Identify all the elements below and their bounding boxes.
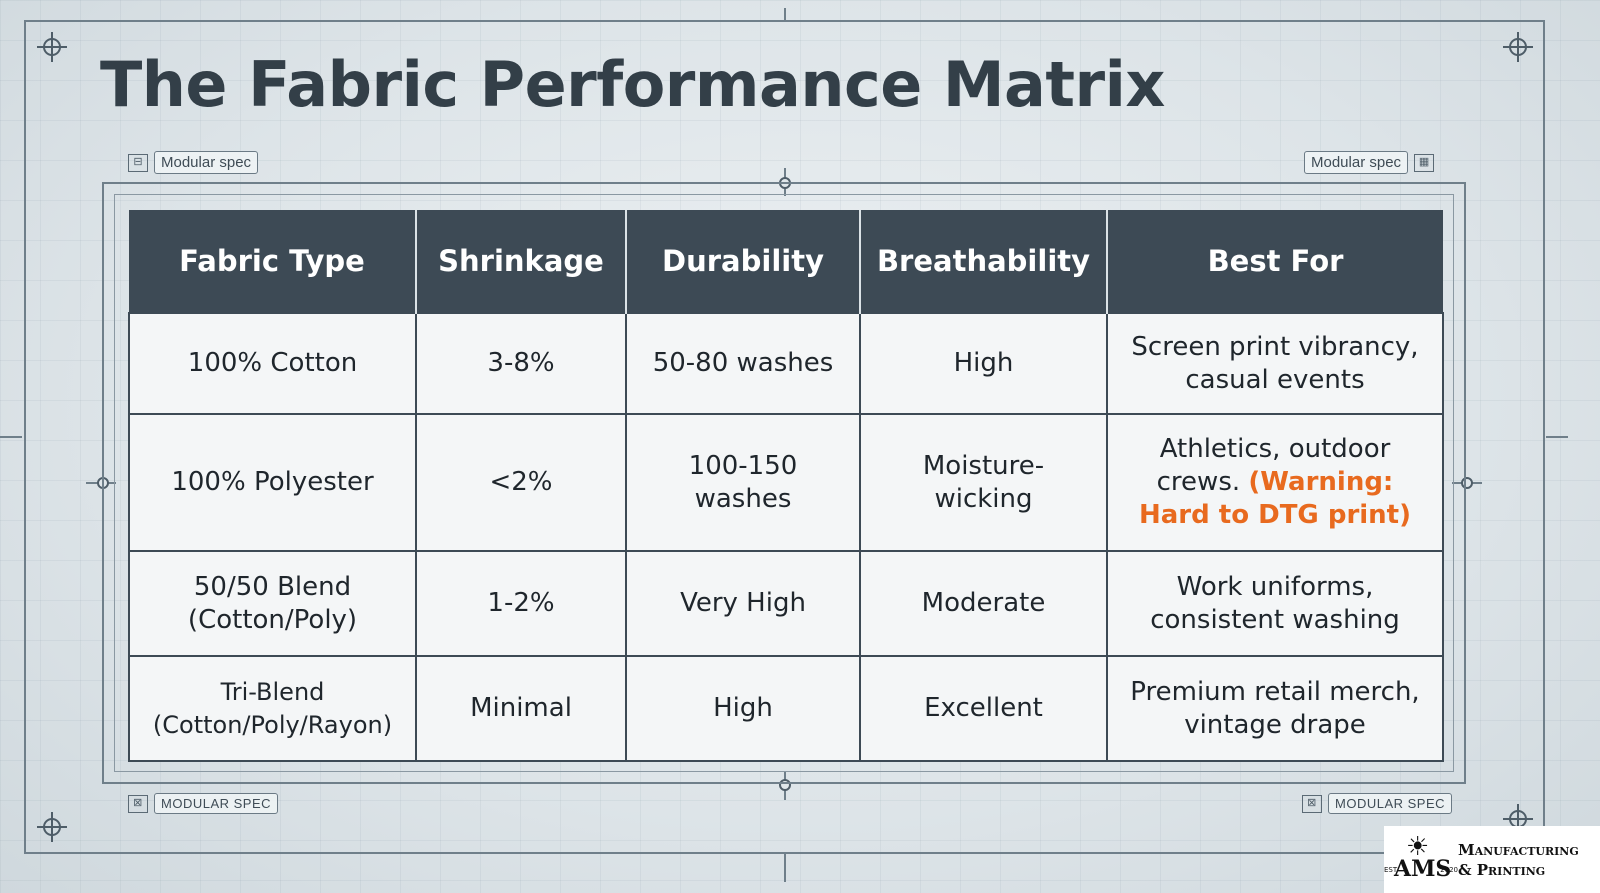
blueprint-line <box>24 20 26 852</box>
logo-mark: ☀ EST AMS 2020 <box>1384 830 1458 890</box>
blueprint-line <box>784 8 786 22</box>
cell-shrinkage: Minimal <box>415 655 627 762</box>
blueprint-line <box>1543 20 1545 852</box>
cell-durability: 100-150 washes <box>625 413 861 552</box>
cell-shrinkage: 1-2% <box>415 550 627 657</box>
spec-tag-label: Modular spec <box>1304 151 1409 174</box>
logo-est: EST <box>1384 865 1398 874</box>
logo-year: 2020 <box>1440 865 1458 874</box>
spec-tag-label: Modular spec <box>154 151 259 174</box>
cell-fabric: 100% Cotton <box>128 312 417 415</box>
cell-best-for: Work uniforms, consistent washing <box>1106 550 1444 657</box>
cell-shrinkage: 3-8% <box>415 312 627 415</box>
grid-icon: ▦ <box>1414 153 1435 172</box>
warning-note: (Warning: Hard to DTG print) <box>1138 467 1411 530</box>
spec-tag-top-left: ⊟ Modular spec <box>128 151 259 174</box>
cell-breathability: High <box>859 312 1108 415</box>
module-icon: ⊠ <box>1302 794 1322 813</box>
crosshair-icon <box>37 812 67 842</box>
spec-tag-label: MODULAR SPEC <box>1328 793 1453 814</box>
logo-ams: AMS <box>1394 855 1452 882</box>
spec-tag-bottom-left: ⊠ MODULAR SPEC <box>128 793 279 814</box>
sunburst-icon: ☀ <box>1406 831 1430 862</box>
header-fabric-type: Fabric Type <box>129 210 416 313</box>
header-shrinkage: Shrinkage <box>415 210 626 313</box>
cell-best-for: Premium retail merch, vintage drape <box>1106 655 1444 762</box>
company-logo: ☀ EST AMS 2020 Manufacturing & Printing <box>1384 826 1600 893</box>
crosshair-icon <box>37 32 67 62</box>
cell-breathability: Moisture-wicking <box>859 413 1108 552</box>
crosshair-icon <box>1503 32 1533 62</box>
spec-tag-label: MODULAR SPEC <box>154 793 279 814</box>
table-row: Tri-Blend (Cotton/Poly/Rayon) Minimal Hi… <box>128 655 1444 762</box>
cell-durability: 50-80 washes <box>625 312 861 415</box>
best-for-text: Athletics, outdoor crews. <box>1156 434 1391 497</box>
header-breathability: Breathability <box>859 210 1107 313</box>
cell-breathability: Excellent <box>859 655 1108 762</box>
module-icon: ⊠ <box>128 794 148 813</box>
spec-tag-bottom-right: ⊠ MODULAR SPEC <box>1302 793 1453 814</box>
table-row: 100% Cotton 3-8% 50-80 washes High Scree… <box>128 312 1444 415</box>
page-title: The Fabric Performance Matrix <box>100 48 1165 121</box>
spec-tag-top-right: Modular spec ▦ <box>1304 151 1435 174</box>
cell-fabric: 50/50 Blend (Cotton/Poly) <box>128 550 417 657</box>
cell-fabric: Tri-Blend (Cotton/Poly/Rayon) <box>128 655 417 762</box>
table-row: 50/50 Blend (Cotton/Poly) 1-2% Very High… <box>128 550 1444 657</box>
logo-line-1: Manufacturing <box>1458 840 1579 859</box>
cell-best-for: Screen print vibrancy, casual events <box>1106 312 1444 415</box>
cell-shrinkage: <2% <box>415 413 627 552</box>
table-frame-outer <box>102 182 1466 784</box>
header-durability: Durability <box>625 210 860 313</box>
logo-line-2: & Printing <box>1458 860 1546 879</box>
module-icon: ⊟ <box>128 153 148 172</box>
cell-durability: Very High <box>625 550 861 657</box>
cell-best-for: Athletics, outdoor crews. (Warning: Hard… <box>1106 413 1444 552</box>
table-row: 100% Polyester <2% 100-150 washes Moistu… <box>128 413 1444 552</box>
cell-durability: High <box>625 655 861 762</box>
cell-breathability: Moderate <box>859 550 1108 657</box>
cell-fabric: 100% Polyester <box>128 413 417 552</box>
logo-wordmark: Manufacturing & Printing <box>1458 840 1579 880</box>
blueprint-line <box>0 436 22 438</box>
table-frame-inner <box>114 194 1454 772</box>
table-header-row: Fabric Type Shrinkage Durability Breatha… <box>129 210 1443 313</box>
header-best-for: Best For <box>1106 210 1443 313</box>
fabric-matrix-table: Fabric Type Shrinkage Durability Breatha… <box>128 210 1444 762</box>
blueprint-line <box>784 852 786 882</box>
blueprint-line <box>1546 436 1568 438</box>
